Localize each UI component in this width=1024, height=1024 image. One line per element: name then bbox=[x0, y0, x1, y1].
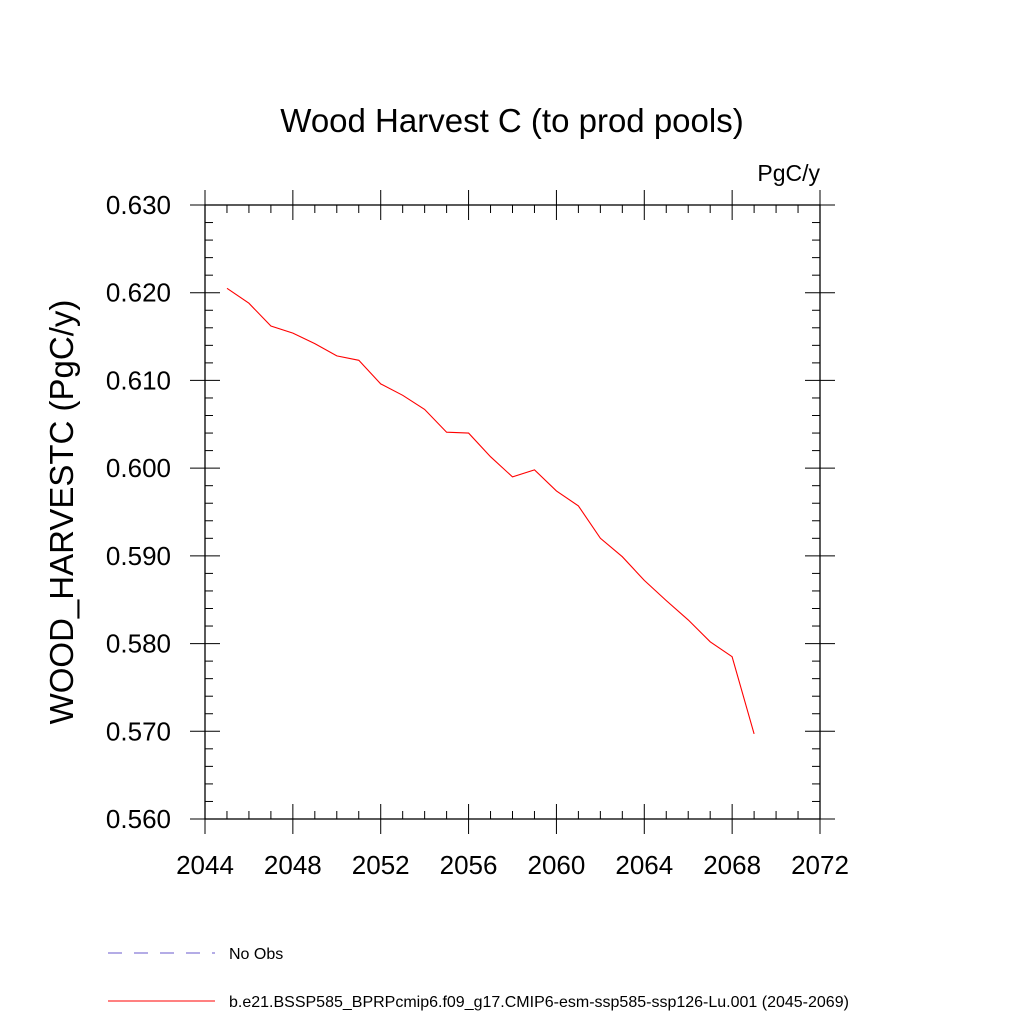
plot-frame bbox=[204, 204, 821, 820]
legend-label-model: b.e21.BSSP585_BPRPcmip6.f09_g17.CMIP6-es… bbox=[229, 994, 849, 1011]
x-tick-label: 2060 bbox=[528, 850, 586, 880]
chart-units: PgC/y bbox=[757, 160, 820, 186]
y-tick-label: 0.560 bbox=[106, 804, 171, 834]
x-tick-label: 2044 bbox=[176, 850, 234, 880]
y-tick-label: 0.620 bbox=[106, 278, 171, 308]
y-tick-label: 0.630 bbox=[106, 190, 171, 220]
series-group bbox=[226, 287, 755, 735]
x-tick-label: 2072 bbox=[791, 850, 849, 880]
y-tick-label: 0.600 bbox=[106, 453, 171, 483]
axis-ticks bbox=[190, 190, 835, 834]
y-tick-label: 0.590 bbox=[106, 541, 171, 571]
legend-label-no-obs: No Obs bbox=[229, 946, 283, 963]
x-tick-label: 2056 bbox=[440, 850, 498, 880]
legend: No Obs b.e21.BSSP585_BPRPcmip6.f09_g17.C… bbox=[108, 946, 849, 1011]
y-tick-labels: 0.560 0.570 0.580 0.590 0.600 0.610 0.620 0.630 bbox=[106, 190, 171, 834]
x-tick-label: 2064 bbox=[615, 850, 673, 880]
chart-title: Wood Harvest C (to prod pools) bbox=[280, 102, 743, 139]
x-tick-label: 2048 bbox=[264, 850, 322, 880]
x-tick-labels: 2044 2048 2052 2056 2060 2064 2068 2072 bbox=[176, 850, 849, 880]
x-tick-label: 2052 bbox=[352, 850, 410, 880]
y-tick-label: 0.570 bbox=[106, 716, 171, 746]
series-line bbox=[226, 287, 755, 735]
y-tick-label: 0.580 bbox=[106, 629, 171, 659]
x-tick-label: 2068 bbox=[703, 850, 761, 880]
y-tick-label: 0.610 bbox=[106, 365, 171, 395]
y-axis-label: WOOD_HARVESTC (PgC/y) bbox=[43, 300, 80, 725]
